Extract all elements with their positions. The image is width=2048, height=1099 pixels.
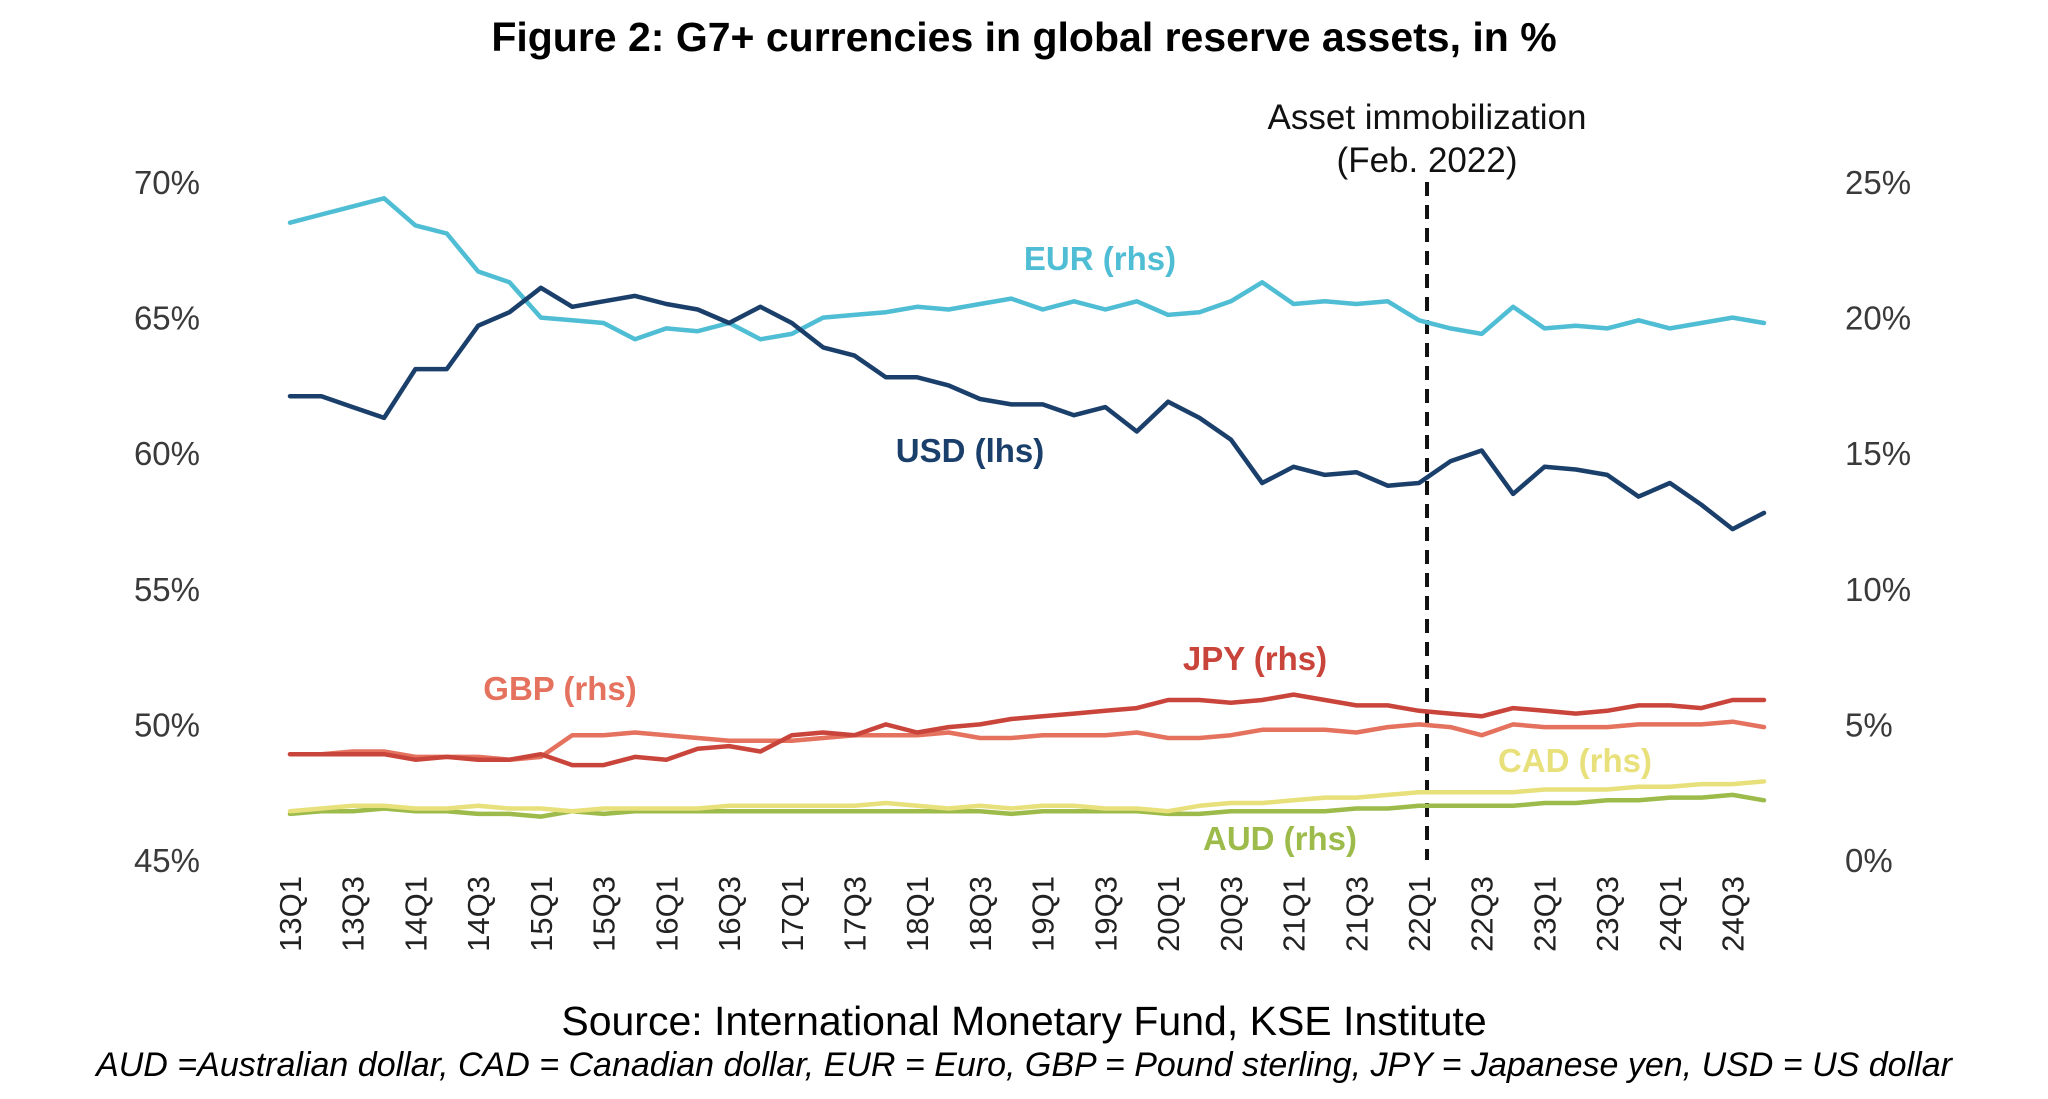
x-tick-label: 22Q1 <box>1402 876 1437 952</box>
series-label-cad: CAD (rhs) <box>1498 742 1652 779</box>
series-lines <box>287 196 1767 819</box>
right-tick-label: 25% <box>1845 164 1911 201</box>
x-tick-label: 18Q1 <box>900 876 935 952</box>
series-line-cad <box>287 779 1767 814</box>
right-tick-label: 0% <box>1845 842 1893 879</box>
annotation: Asset immobilization (Feb. 2022) <box>1268 98 1587 860</box>
x-axis: 13Q1 13Q3 14Q1 14Q3 15Q1 15Q3 16Q1 16Q3 17Q1 17Q3… <box>273 876 1751 952</box>
series-labels: EUR (rhs) USD (lhs) JPY (rhs) GBP (rhs) CAD … <box>483 240 1652 857</box>
left-tick-label: 45% <box>134 842 200 879</box>
x-tick-label: 19Q3 <box>1088 876 1123 952</box>
series-label-jpy: JPY (rhs) <box>1183 640 1327 677</box>
left-axis: 45% 50% 55% 60% 65% 70% <box>134 164 200 879</box>
x-tick-label: 16Q1 <box>649 876 684 952</box>
line-chart: 45% 50% 55% 60% 65% 70% 0% 5% 10% 15% 20% 25% 13Q1… <box>134 98 1911 952</box>
right-tick-label: 10% <box>1845 571 1911 608</box>
left-tick-label: 70% <box>134 164 200 201</box>
x-tick-label: 17Q1 <box>775 876 810 952</box>
x-tick-label: 22Q3 <box>1465 876 1500 952</box>
series-line-eur <box>287 196 1767 342</box>
series-label-aud: AUD (rhs) <box>1203 820 1357 857</box>
x-tick-label: 21Q3 <box>1339 876 1374 952</box>
x-tick-label: 24Q3 <box>1716 876 1751 952</box>
x-tick-label: 15Q1 <box>524 876 559 952</box>
left-tick-label: 65% <box>134 300 200 337</box>
annotation-date: (Feb. 2022) <box>1337 141 1518 180</box>
right-tick-label: 20% <box>1845 300 1911 337</box>
x-tick-label: 23Q1 <box>1527 876 1562 952</box>
series-line-usd <box>287 285 1767 532</box>
x-tick-label: 21Q1 <box>1277 876 1312 952</box>
right-tick-label: 15% <box>1845 435 1911 472</box>
abbreviation-note: AUD =Australian dollar, CAD = Canadian d… <box>96 1046 1952 1084</box>
x-tick-label: 24Q1 <box>1653 876 1688 952</box>
x-tick-label: 13Q1 <box>273 876 308 952</box>
left-tick-label: 55% <box>134 571 200 608</box>
x-tick-label: 13Q3 <box>336 876 371 952</box>
x-tick-label: 15Q3 <box>587 876 622 952</box>
left-tick-label: 50% <box>134 706 200 743</box>
right-axis: 0% 5% 10% 15% 20% 25% <box>1845 164 1911 879</box>
left-tick-label: 60% <box>134 435 200 472</box>
x-tick-label: 19Q1 <box>1026 876 1061 952</box>
x-tick-label: 14Q1 <box>398 876 433 952</box>
series-label-eur: EUR (rhs) <box>1024 240 1176 277</box>
series-label-gbp: GBP (rhs) <box>483 670 636 707</box>
right-tick-label: 5% <box>1845 706 1893 743</box>
series-line-jpy <box>287 692 1767 768</box>
annotation-label: Asset immobilization <box>1268 98 1587 137</box>
x-tick-label: 17Q3 <box>838 876 873 952</box>
source-note: Source: International Monetary Fund, KSE… <box>561 998 1487 1044</box>
x-tick-label: 20Q1 <box>1151 876 1186 952</box>
x-tick-label: 18Q3 <box>963 876 998 952</box>
chart-title: Figure 2: G7+ currencies in global reser… <box>491 14 1557 60</box>
series-label-usd: USD (lhs) <box>896 432 1045 469</box>
x-tick-label: 14Q3 <box>461 876 496 952</box>
series-line-aud <box>287 792 1767 819</box>
x-tick-label: 20Q3 <box>1214 876 1249 952</box>
x-tick-label: 23Q3 <box>1590 876 1625 952</box>
x-tick-label: 16Q3 <box>712 876 747 952</box>
